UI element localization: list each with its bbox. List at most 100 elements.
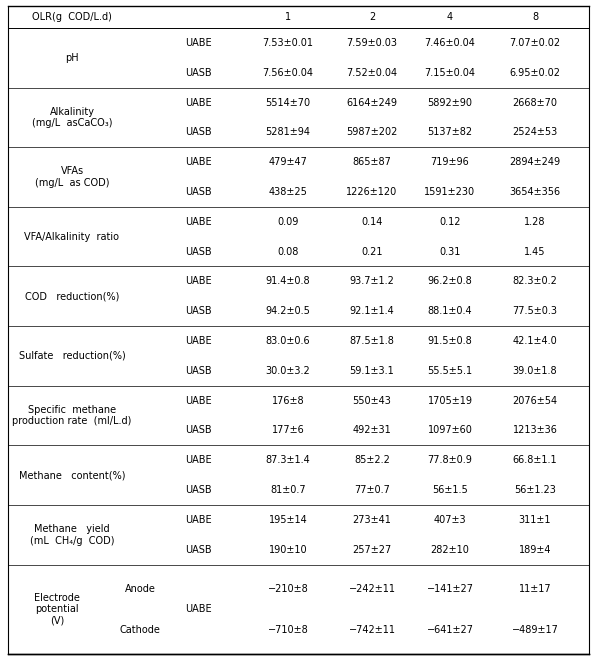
Text: VFA/Alkalinity  ratio: VFA/Alkalinity ratio bbox=[24, 232, 119, 242]
Text: VFAs
(mg/L  as COD): VFAs (mg/L as COD) bbox=[35, 166, 109, 188]
Text: 550±43: 550±43 bbox=[353, 395, 392, 406]
Text: 93.7±1.2: 93.7±1.2 bbox=[350, 277, 395, 286]
Text: −489±17: −489±17 bbox=[512, 625, 558, 635]
Text: 1.45: 1.45 bbox=[524, 247, 546, 257]
Text: 7.07±0.02: 7.07±0.02 bbox=[509, 38, 561, 48]
Text: OLR(g  COD/L.d): OLR(g COD/L.d) bbox=[32, 12, 112, 22]
Text: 6.95±0.02: 6.95±0.02 bbox=[509, 68, 561, 78]
Text: 56±1.5: 56±1.5 bbox=[432, 485, 468, 495]
Text: 87.5±1.8: 87.5±1.8 bbox=[350, 336, 395, 346]
Text: UABE: UABE bbox=[184, 157, 211, 167]
Text: 1097±60: 1097±60 bbox=[427, 426, 472, 436]
Text: Electrode
potential
(V): Electrode potential (V) bbox=[34, 593, 80, 626]
Text: UASB: UASB bbox=[184, 426, 211, 436]
Text: UASB: UASB bbox=[184, 485, 211, 495]
Text: 3654±356: 3654±356 bbox=[509, 187, 561, 197]
Text: 0.21: 0.21 bbox=[361, 247, 383, 257]
Text: 257±27: 257±27 bbox=[352, 544, 392, 554]
Text: −210±8: −210±8 bbox=[267, 583, 309, 594]
Text: 1591±230: 1591±230 bbox=[424, 187, 476, 197]
Text: 273±41: 273±41 bbox=[353, 515, 392, 525]
Text: 0.08: 0.08 bbox=[278, 247, 298, 257]
Text: 87.3±1.4: 87.3±1.4 bbox=[266, 455, 310, 465]
Text: UASB: UASB bbox=[184, 306, 211, 316]
Text: UABE: UABE bbox=[184, 395, 211, 406]
Text: 5514±70: 5514±70 bbox=[266, 98, 310, 108]
Text: 83.0±0.6: 83.0±0.6 bbox=[266, 336, 310, 346]
Text: UASB: UASB bbox=[184, 68, 211, 78]
Text: 1705±19: 1705±19 bbox=[427, 395, 472, 406]
Text: 0.09: 0.09 bbox=[278, 216, 298, 227]
Text: 7.59±0.03: 7.59±0.03 bbox=[346, 38, 398, 48]
Text: 5892±90: 5892±90 bbox=[427, 98, 472, 108]
Text: UABE: UABE bbox=[184, 605, 211, 614]
Text: 2524±53: 2524±53 bbox=[512, 127, 558, 137]
Text: Alkalinity
(mg/L  asCaCO₃): Alkalinity (mg/L asCaCO₃) bbox=[32, 107, 112, 128]
Text: 92.1±1.4: 92.1±1.4 bbox=[350, 306, 395, 316]
Text: 7.56±0.04: 7.56±0.04 bbox=[263, 68, 313, 78]
Text: UASB: UASB bbox=[184, 247, 211, 257]
Text: UABE: UABE bbox=[184, 455, 211, 465]
Text: 1.28: 1.28 bbox=[524, 216, 546, 227]
Text: 1: 1 bbox=[285, 12, 291, 22]
Text: 39.0±1.8: 39.0±1.8 bbox=[513, 366, 558, 376]
Text: 5987±202: 5987±202 bbox=[346, 127, 398, 137]
Text: −710±8: −710±8 bbox=[267, 625, 309, 635]
Text: 7.15±0.04: 7.15±0.04 bbox=[424, 68, 475, 78]
Text: 0.12: 0.12 bbox=[439, 216, 461, 227]
Text: UABE: UABE bbox=[184, 277, 211, 286]
Text: 189±4: 189±4 bbox=[519, 544, 551, 554]
Text: 407±3: 407±3 bbox=[433, 515, 466, 525]
Text: Sulfate   reduction(%): Sulfate reduction(%) bbox=[19, 351, 125, 361]
Text: 6164±249: 6164±249 bbox=[346, 98, 398, 108]
Text: 85±2.2: 85±2.2 bbox=[354, 455, 390, 465]
Text: UASB: UASB bbox=[184, 187, 211, 197]
Text: 492±31: 492±31 bbox=[353, 426, 392, 436]
Text: 190±10: 190±10 bbox=[269, 544, 307, 554]
Text: 311±1: 311±1 bbox=[519, 515, 551, 525]
Text: 5281±94: 5281±94 bbox=[266, 127, 310, 137]
Text: 8: 8 bbox=[532, 12, 538, 22]
Text: 865±87: 865±87 bbox=[353, 157, 392, 167]
Text: UABE: UABE bbox=[184, 38, 211, 48]
Text: Methane   yield
(mL  CH₄/g  COD): Methane yield (mL CH₄/g COD) bbox=[30, 524, 114, 546]
Text: 56±1.23: 56±1.23 bbox=[514, 485, 556, 495]
Text: 2: 2 bbox=[369, 12, 375, 22]
Text: 91.4±0.8: 91.4±0.8 bbox=[266, 277, 310, 286]
Text: 5137±82: 5137±82 bbox=[427, 127, 473, 137]
Text: −242±11: −242±11 bbox=[349, 583, 395, 594]
Text: UABE: UABE bbox=[184, 98, 211, 108]
Text: 7.53±0.01: 7.53±0.01 bbox=[263, 38, 313, 48]
Text: 2894±249: 2894±249 bbox=[509, 157, 561, 167]
Text: UABE: UABE bbox=[184, 515, 211, 525]
Text: −141±27: −141±27 bbox=[426, 583, 473, 594]
Text: 77.5±0.3: 77.5±0.3 bbox=[512, 306, 558, 316]
Text: pH: pH bbox=[65, 53, 79, 63]
Text: 82.3±0.2: 82.3±0.2 bbox=[513, 277, 558, 286]
Text: −641±27: −641±27 bbox=[426, 625, 473, 635]
Text: UASB: UASB bbox=[184, 127, 211, 137]
Text: 59.1±3.1: 59.1±3.1 bbox=[350, 366, 395, 376]
Text: 94.2±0.5: 94.2±0.5 bbox=[266, 306, 310, 316]
Text: 438±25: 438±25 bbox=[269, 187, 307, 197]
Text: 2076±54: 2076±54 bbox=[512, 395, 558, 406]
Text: 77±0.7: 77±0.7 bbox=[354, 485, 390, 495]
Text: 0.14: 0.14 bbox=[361, 216, 383, 227]
Text: 0.31: 0.31 bbox=[439, 247, 461, 257]
Text: 11±17: 11±17 bbox=[519, 583, 551, 594]
Text: 88.1±0.4: 88.1±0.4 bbox=[427, 306, 472, 316]
Text: 1213±36: 1213±36 bbox=[513, 426, 558, 436]
Text: Specific  methane
production rate  (ml/L.d): Specific methane production rate (ml/L.d… bbox=[13, 405, 132, 426]
Text: 66.8±1.1: 66.8±1.1 bbox=[513, 455, 558, 465]
Text: −742±11: −742±11 bbox=[349, 625, 395, 635]
Text: Anode: Anode bbox=[125, 583, 155, 594]
Text: 177±6: 177±6 bbox=[272, 426, 304, 436]
Text: 479±47: 479±47 bbox=[269, 157, 307, 167]
Text: 42.1±4.0: 42.1±4.0 bbox=[513, 336, 558, 346]
Text: 7.46±0.04: 7.46±0.04 bbox=[424, 38, 475, 48]
Text: 91.5±0.8: 91.5±0.8 bbox=[427, 336, 472, 346]
Text: 719±96: 719±96 bbox=[430, 157, 469, 167]
Text: 282±10: 282±10 bbox=[430, 544, 469, 554]
Text: COD   reduction(%): COD reduction(%) bbox=[25, 291, 119, 301]
Text: Methane   content(%): Methane content(%) bbox=[19, 470, 125, 480]
